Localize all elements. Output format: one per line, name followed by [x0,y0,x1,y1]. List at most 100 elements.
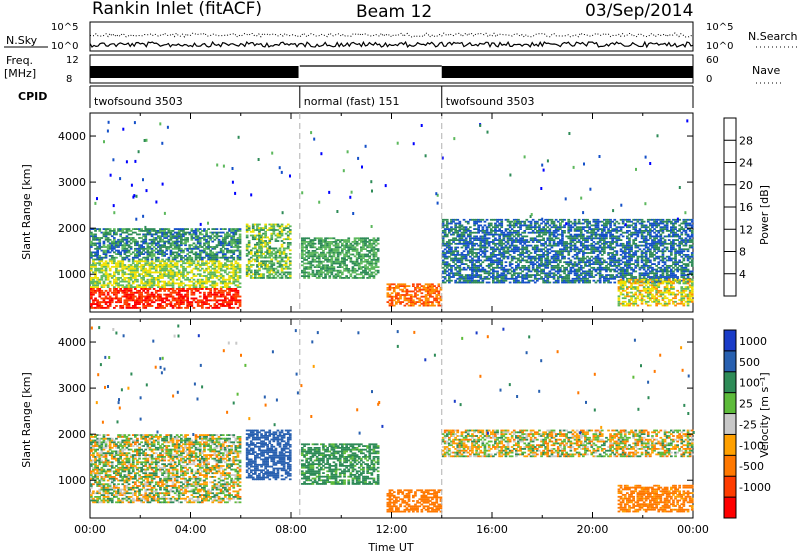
power-cell [504,261,508,264]
power-cell [341,239,344,241]
power-cell [228,278,231,281]
power-cell [154,284,158,287]
power-cell [515,277,518,280]
power-cell [536,272,539,275]
power-cell [481,237,485,240]
power-cell [392,295,396,298]
power-cell [173,291,177,294]
power-cell [92,258,95,261]
power-cell [274,254,278,257]
power-cell [343,241,346,243]
power-cell [274,258,278,261]
power-cell [148,275,152,277]
power-cell [388,295,392,298]
power-cell [462,218,466,221]
power-cell [134,255,137,257]
power-cell [317,241,321,243]
power-cell [443,255,447,258]
power-cell [527,224,531,227]
power-cell [330,273,334,276]
power-cell [317,253,321,256]
power-cell [364,273,367,276]
power-cell [234,230,238,232]
power-cell [154,258,158,261]
power-cell [424,304,428,307]
power-cell [515,266,518,269]
power-cell [180,293,183,296]
power-cell [473,235,476,238]
power-cell [519,268,522,271]
power-cell [169,267,173,270]
power-cell [219,305,223,307]
power-cell [236,255,240,257]
power-cell [469,235,472,238]
power-cell [556,233,560,236]
power-cell [286,238,290,241]
power-cell [464,257,468,260]
power-cell [569,272,573,275]
power-cell [477,244,480,247]
power-cell [567,277,571,280]
power-cell [504,241,508,243]
power-cell [590,250,594,253]
power-cell [201,262,204,265]
power-cell [104,262,108,265]
power-cell [186,299,189,302]
power-cell [577,259,581,262]
power-cell [131,262,135,265]
power-cell [529,224,533,227]
power-cell [571,239,575,241]
power-cell [127,233,131,236]
power-cell [230,237,233,239]
power-cell [190,293,194,296]
power-cell [127,264,131,266]
power-cell [224,262,227,265]
power-cell [565,274,568,276]
power-cell [142,264,145,266]
power-cell [213,271,217,274]
power-cell [201,280,204,283]
power-cell [407,297,411,300]
power-cell [458,233,462,236]
power-cell [150,284,154,287]
power-cell [280,229,284,231]
power-cell [256,242,259,244]
power-cell [238,255,242,257]
power-cell [313,242,317,245]
power-cell [196,289,200,292]
power-cell [167,277,171,279]
power-cell [251,223,255,226]
power-cell [205,242,208,245]
power-cell [219,295,223,298]
power-cell [496,277,499,280]
power-cell [94,264,97,266]
power-cell [175,242,179,245]
power-cell [485,233,489,236]
power-cell [249,260,253,263]
power-cell [341,251,344,254]
power-cell [175,265,179,268]
power-cell [148,251,152,254]
power-cell [104,275,108,277]
power-cell [546,259,550,262]
power-cell [190,247,194,250]
power-cell [317,275,321,277]
power-cell [144,228,148,230]
power-cell [157,244,160,247]
power-cell [374,273,378,276]
power-cell [548,272,552,275]
power-cell [188,265,192,268]
power-cell [171,240,175,243]
power-cell [209,256,212,259]
power-cell [171,288,175,290]
power-cell [254,238,257,241]
power-cell [519,259,522,262]
power-cell [548,233,552,236]
power-cell [198,231,202,234]
power-cell [527,265,531,267]
power-cell [360,260,363,263]
power-cell [554,254,558,256]
power-cell [232,280,236,283]
power-cell [163,253,166,255]
power-cell [542,279,545,282]
